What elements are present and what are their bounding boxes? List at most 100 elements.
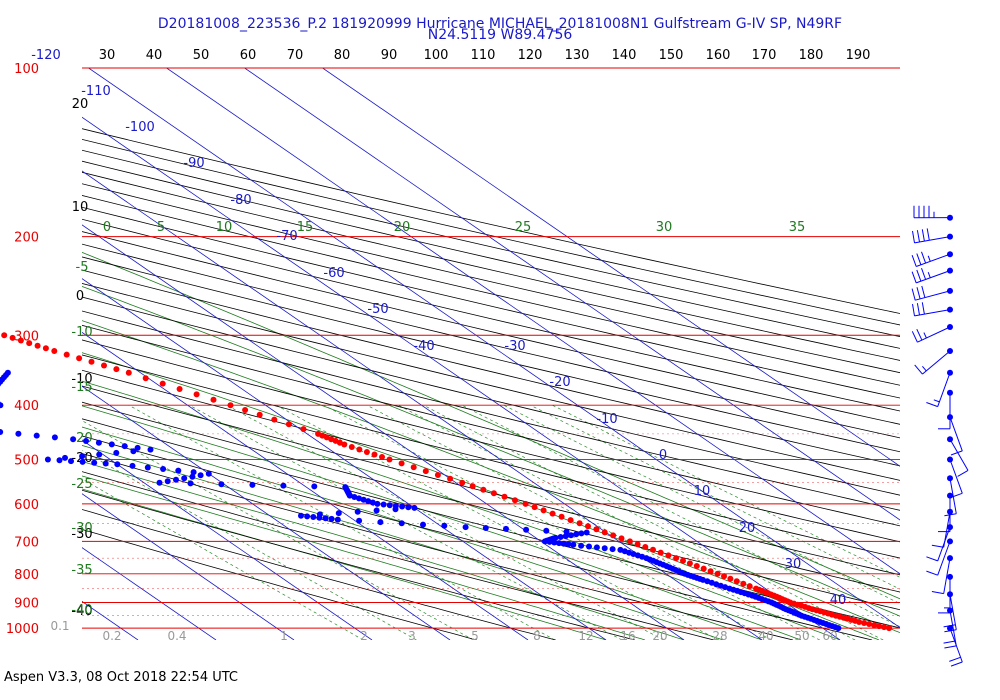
isotherm-label: -20 <box>549 375 570 390</box>
mixing-ratio-line <box>423 404 884 640</box>
temperature-point <box>531 504 538 511</box>
dewpoint-point <box>15 430 22 437</box>
mixing-ratio-line <box>503 404 900 605</box>
dewpoint-point <box>374 500 381 507</box>
dewpoint-point <box>392 502 399 509</box>
dry-adiabat-line <box>82 354 900 559</box>
moist-adiabat-left-label: -25 <box>71 477 92 492</box>
isotherm-label: 0 <box>659 448 667 463</box>
wind-barb-flag <box>914 364 923 375</box>
dry-adiabat-line <box>82 310 900 511</box>
mixing-ratio-label: 0.1 <box>50 619 69 633</box>
wind-barb-staff <box>922 350 951 375</box>
dewpoint-point <box>586 543 592 550</box>
mixing-ratio-label: 5 <box>471 629 479 643</box>
dry-adiabat-line <box>82 324 900 527</box>
temperature-point <box>740 580 747 587</box>
wind-barb-station <box>947 414 953 421</box>
temperature-point <box>881 624 888 631</box>
wind-barb-flag <box>921 229 925 242</box>
temperature-point <box>422 468 429 475</box>
dewpoint-point <box>356 517 363 524</box>
wind-barb-station <box>947 324 953 330</box>
dry-adiabat-line <box>82 509 556 640</box>
dewpoint-point <box>280 482 287 489</box>
isotherm-label: -40 <box>413 339 434 354</box>
moist-adiabat-line <box>82 320 900 634</box>
temperature-point <box>371 451 378 458</box>
dewpoint-point <box>405 504 412 511</box>
mixing-ratio-label: 28 <box>712 629 727 643</box>
dewpoint-point <box>334 516 341 523</box>
dry-adiabat-line <box>82 231 900 425</box>
dewpoint-point <box>249 481 256 488</box>
moist-adiabat-left-label: -35 <box>71 563 92 578</box>
wind-barb-station <box>947 573 953 580</box>
dewpoint-point <box>573 531 580 538</box>
dewpoint-point <box>79 453 86 460</box>
temperature-point <box>601 529 608 536</box>
mixing-ratio-label: 0.2 <box>102 629 121 643</box>
wind-barb-staff <box>937 526 951 562</box>
footer-version: Aspen V3.3, 08 Oct 2018 22:54 UTC <box>4 670 238 685</box>
temperature-point <box>447 475 454 482</box>
temperature-point <box>558 513 565 520</box>
dry-adiabat-line <box>82 149 900 337</box>
dewpoint-point <box>130 448 137 455</box>
dewpoint-point <box>322 515 329 522</box>
temperature-point <box>610 532 617 539</box>
dewpoint-point <box>205 470 212 477</box>
moist-adiabat-line <box>82 488 607 640</box>
top-isotherm-label: 110 <box>471 48 496 63</box>
chart-title: D20181008_223536_P.2 181920999 Hurricane… <box>157 16 843 32</box>
temperature-point <box>9 334 16 341</box>
temperature-point <box>101 362 107 369</box>
dewpoint-point <box>503 525 509 532</box>
dry-adiabat-label: -10 <box>71 372 92 387</box>
dry-adiabat-line <box>82 183 900 374</box>
temperature-point <box>618 535 625 542</box>
mixing-ratio-label: 3 <box>408 629 416 643</box>
temperature-point <box>567 517 574 524</box>
isotherm-label: -80 <box>230 193 251 208</box>
top-isotherm-label: 130 <box>565 48 590 63</box>
wind-barb-station <box>947 233 953 240</box>
wind-barb-flag <box>921 268 927 280</box>
dry-adiabat-line <box>82 385 900 593</box>
temperature-point <box>398 460 405 467</box>
dewpoint-point <box>156 479 163 486</box>
temperature-point <box>434 472 441 478</box>
wind-barb-station <box>947 492 953 499</box>
dewpoint-point <box>187 480 194 487</box>
dewpoint-point <box>134 444 141 451</box>
dewpoint-point <box>562 533 569 540</box>
wind-barb-flag <box>931 544 944 548</box>
dewpoint-point <box>399 503 406 510</box>
dewpoint-point <box>335 510 342 517</box>
dry-adiabat-line <box>82 256 900 453</box>
temperature-point <box>866 621 873 627</box>
pressure-tick-label: 100 <box>14 62 39 77</box>
temperature-point <box>626 538 633 545</box>
dewpoint-point <box>181 475 188 482</box>
dry-adiabat-line <box>82 453 794 640</box>
temperature-point <box>721 573 727 580</box>
top-isotherm-label: 170 <box>752 48 777 63</box>
temperature-point <box>861 620 868 626</box>
dry-adiabat-line <box>82 339 900 543</box>
dewpoint-point <box>4 369 11 376</box>
isotherm-label: -90 <box>183 156 204 171</box>
temperature-point <box>176 386 183 392</box>
temperature-point <box>271 416 278 423</box>
isotherm-line <box>82 331 529 640</box>
dewpoint-point <box>129 462 136 469</box>
temperature-point <box>256 411 263 418</box>
mixing-ratio-line <box>323 404 772 640</box>
wind-barb-staff <box>937 541 951 576</box>
moist-adiabats <box>82 251 900 640</box>
pressure-tick-label: 200 <box>14 231 39 246</box>
dewpoint-point <box>218 481 225 488</box>
pressure-tick-label: 600 <box>14 498 39 513</box>
wind-barb-flag <box>916 287 921 300</box>
dewpoint-point <box>365 498 372 505</box>
